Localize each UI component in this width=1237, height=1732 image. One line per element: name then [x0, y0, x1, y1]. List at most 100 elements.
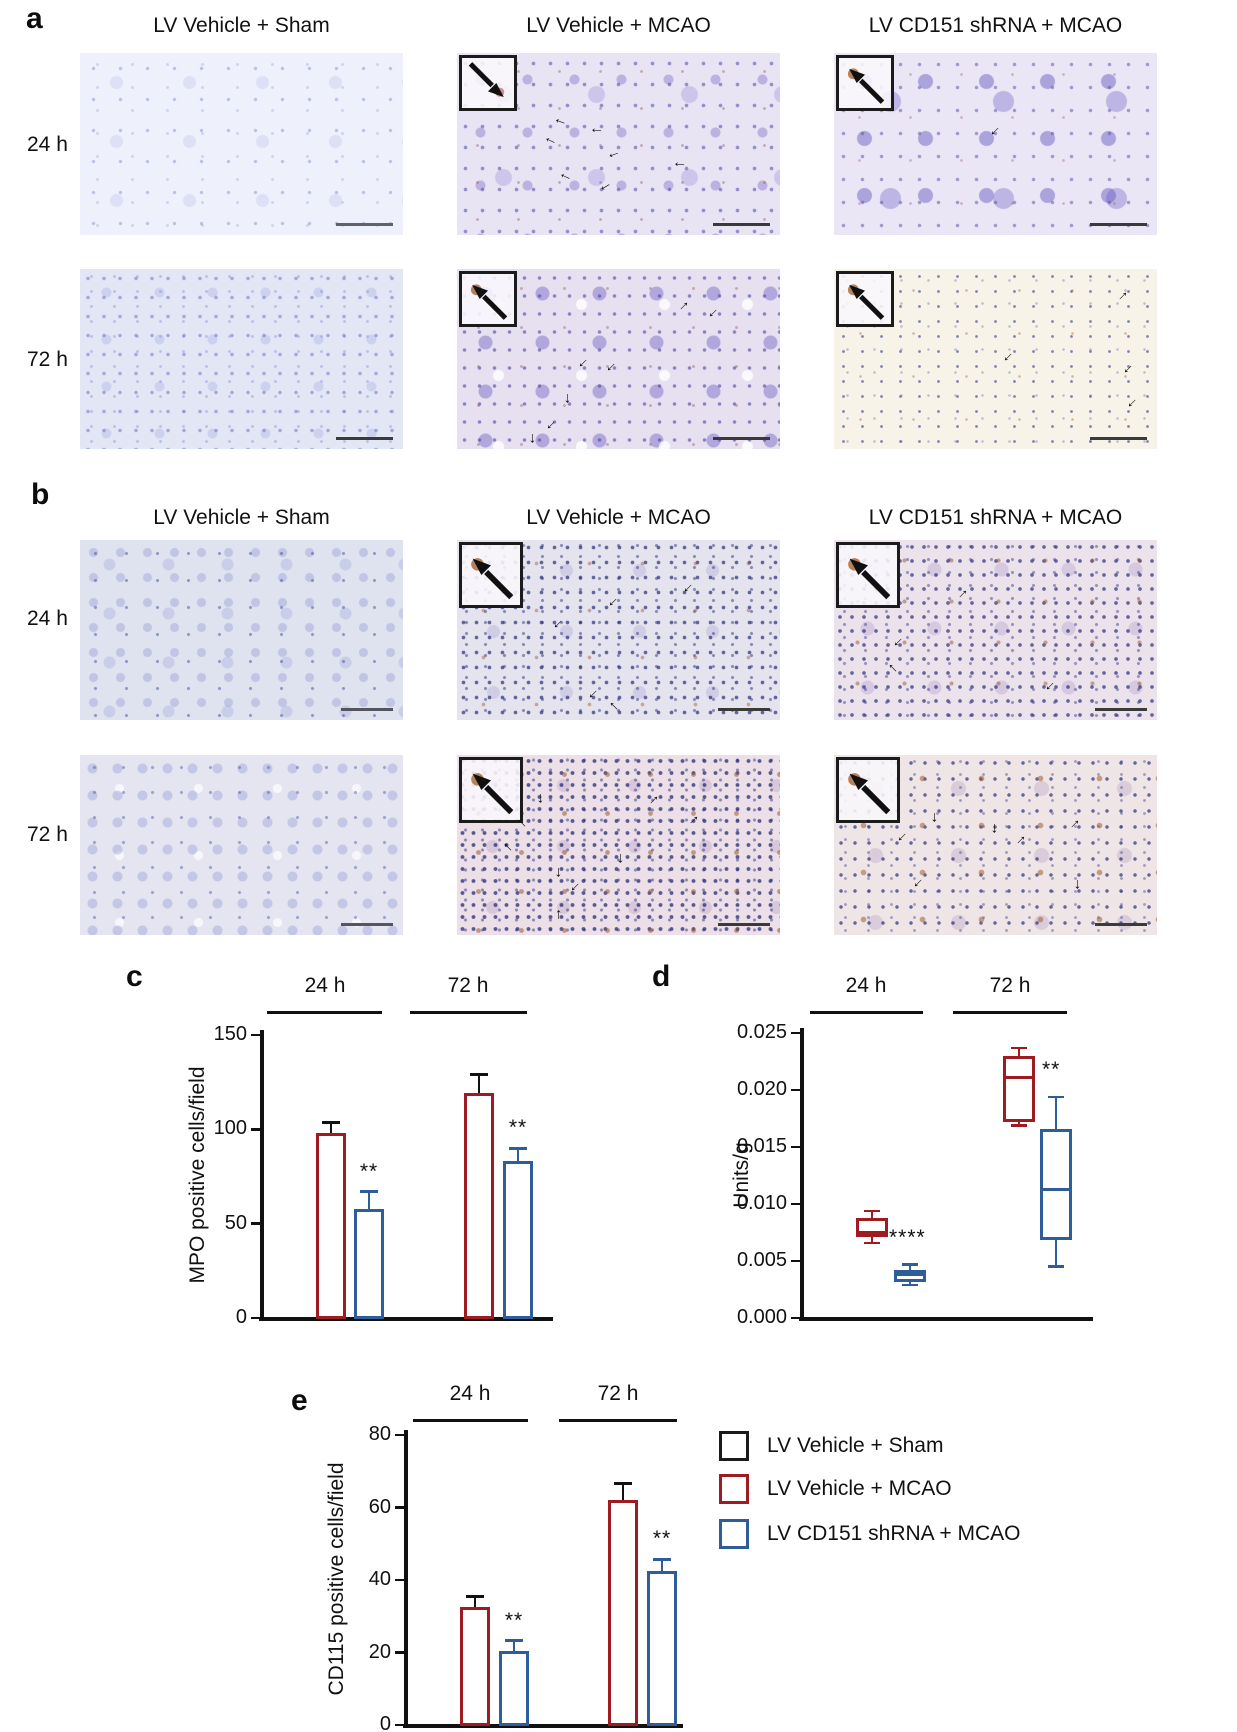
- arrow-icon: →: [1062, 811, 1085, 834]
- group-header-line: [953, 1011, 1067, 1014]
- y-tick-label: 0.015: [736, 1135, 787, 1157]
- panel-a-row-label-72h: 72 h: [27, 348, 68, 371]
- legend-swatch-shrna: [719, 1519, 749, 1549]
- group-header-24h: 24 h: [449, 1382, 491, 1405]
- error-bar: [329, 1121, 333, 1138]
- scale-bar: [718, 708, 770, 711]
- y-tick: [251, 1128, 260, 1131]
- error-bar: [512, 1640, 516, 1655]
- arrow-icon: →: [595, 177, 618, 200]
- error-bar: [473, 1596, 477, 1612]
- whisker-cap-high: [902, 1263, 918, 1266]
- y-tick-label: 40: [368, 1568, 391, 1590]
- legend-label-mcao: LV Vehicle + MCAO: [767, 1477, 952, 1500]
- y-tick-label: 0.005: [736, 1249, 787, 1271]
- bar-shrna-72h: [647, 1570, 677, 1726]
- y-tick: [791, 1316, 800, 1320]
- y-tick: [251, 1222, 260, 1225]
- panel-c-label: c: [126, 960, 143, 993]
- scale-bar: [336, 437, 393, 440]
- y-axis-title: CD115 positive cells/field: [325, 1462, 348, 1696]
- magnified-inset: [459, 542, 523, 608]
- panel-b-row-label-72h: 72 h: [27, 823, 68, 846]
- arrow-icon: →: [892, 827, 915, 850]
- arrow-icon: →: [681, 807, 704, 830]
- error-bar-cap: [466, 1595, 484, 1599]
- scale-bar: [336, 223, 393, 226]
- median-line: [897, 1273, 923, 1277]
- y-tick: [395, 1506, 404, 1509]
- y-tick: [395, 1651, 404, 1654]
- arrow-icon: →: [1122, 393, 1145, 416]
- y-tick: [791, 1088, 800, 1092]
- magnified-inset: [836, 271, 894, 327]
- magnified-inset: [836, 757, 900, 823]
- whisker-cap-low: [1011, 1124, 1027, 1127]
- arrow-icon: →: [554, 167, 575, 190]
- y-tick: [791, 1145, 800, 1149]
- group-header-24h: 24 h: [304, 974, 346, 997]
- arrow-icon: →: [880, 658, 903, 681]
- micrograph-b-24h-lv-cd151-shrna-mcao: → → → →: [834, 540, 1157, 720]
- bar-shrna-24h: [354, 1208, 384, 1319]
- micrograph-b-72h-lv-vehicle-sham: [80, 755, 403, 935]
- error-bar-cap: [653, 1557, 671, 1561]
- x-axis: [258, 1317, 553, 1321]
- y-tick-label: 60: [368, 1495, 391, 1518]
- box-shrna-72h: [1040, 1128, 1072, 1241]
- median-line: [1043, 1187, 1069, 1191]
- scale-bar: [713, 223, 770, 226]
- legend-item-sham: LV Vehicle + Sham: [719, 1431, 1059, 1462]
- magnified-inset: [836, 542, 900, 608]
- y-axis: [404, 1430, 408, 1728]
- y-tick: [791, 1202, 800, 1206]
- arrow-icon: →: [601, 357, 624, 380]
- legend-label-shrna: LV CD151 shRNA + MCAO: [767, 1522, 1021, 1545]
- error-bar: [621, 1483, 625, 1505]
- y-axis: [260, 1030, 264, 1321]
- arrow-icon: →: [703, 303, 726, 326]
- arrow-icon: →: [614, 851, 631, 866]
- y-tick: [791, 1031, 800, 1035]
- micrograph-b-72h-lv-cd151-shrna-mcao: → → → → → → →: [834, 755, 1157, 935]
- inset-arrow-icon: [847, 284, 885, 320]
- arrow-icon: →: [539, 131, 560, 154]
- error-bar: [516, 1148, 520, 1166]
- arrow-icon: →: [908, 873, 931, 896]
- error-bar: [367, 1191, 371, 1213]
- significance-marker: **: [359, 1159, 379, 1183]
- y-tick-label: 20: [368, 1640, 391, 1663]
- y-tick-label: 0: [379, 1713, 391, 1732]
- arrow-icon: →: [641, 787, 664, 810]
- panel-e-label: e: [291, 1384, 308, 1417]
- arrow-icon: →: [1071, 877, 1088, 892]
- bar-mcao-24h: [316, 1133, 346, 1319]
- arrow-icon: →: [526, 431, 543, 446]
- arrow-icon: →: [678, 578, 701, 601]
- y-tick-label: 0: [235, 1306, 247, 1328]
- panel-b-col-title-mcao: LV Vehicle + MCAO: [526, 506, 711, 529]
- median-line: [1006, 1075, 1032, 1079]
- y-axis-title: Units/g: [730, 1142, 753, 1208]
- legend-item-mcao: LV Vehicle + MCAO: [719, 1474, 1059, 1505]
- arrow-icon: →: [604, 145, 625, 168]
- panel-a-label: a: [26, 2, 43, 35]
- whisker-cap-high: [1048, 1095, 1064, 1099]
- micrograph-b-72h-lv-vehicle-mcao: → → → → → → → → →: [457, 755, 780, 935]
- whisker-cap-high: [864, 1209, 880, 1213]
- arrow-icon: →: [573, 353, 596, 376]
- y-tick-label: 50: [224, 1211, 247, 1234]
- panel-b-label: b: [31, 478, 50, 511]
- bar-mcao-72h: [608, 1500, 638, 1726]
- arrow-icon: →: [988, 821, 1005, 836]
- error-bar-cap: [614, 1481, 632, 1485]
- legend-swatch-mcao: [719, 1474, 749, 1504]
- error-bar-cap: [505, 1639, 523, 1643]
- group-header-line: [559, 1419, 677, 1422]
- y-tick: [395, 1578, 404, 1582]
- group-header-72h: 72 h: [597, 1382, 639, 1405]
- arrow-icon: →: [601, 696, 624, 719]
- group-header-line: [410, 1011, 527, 1014]
- legend-label-sham: LV Vehicle + Sham: [767, 1434, 944, 1457]
- panel-b-col-title-shrna: LV CD151 shRNA + MCAO: [868, 506, 1123, 529]
